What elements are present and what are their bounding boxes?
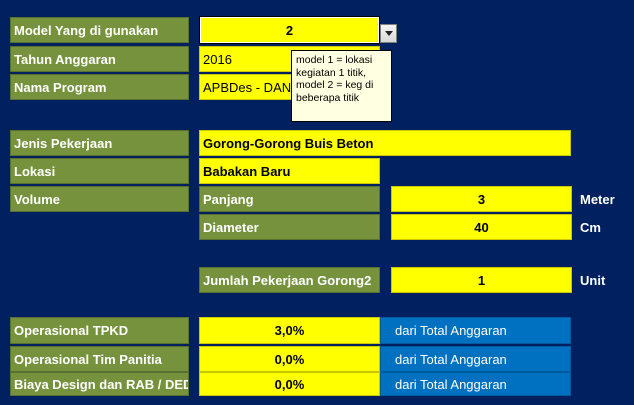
op-panitia-label: Operasional Tim Panitia — [10, 346, 189, 372]
model-dropdown-button[interactable] — [380, 24, 397, 43]
jumlah-field[interactable]: 1 — [391, 267, 572, 293]
model-tooltip: model 1 = lokasi kegiatan 1 titik, model… — [291, 50, 392, 122]
op-tpkd-label: Operasional TPKD — [10, 317, 189, 344]
tahun-label: Tahun Anggaran — [10, 46, 189, 72]
tooltip-line: kegiatan 1 titik, — [296, 66, 367, 79]
panjang-field[interactable]: 3 — [391, 186, 572, 212]
program-label: Nama Program — [10, 74, 189, 100]
lokasi-field[interactable]: Babakan Baru — [199, 158, 380, 184]
jumlah-unit: Unit — [580, 272, 606, 288]
lokasi-label: Lokasi — [10, 158, 189, 184]
panjang-label: Panjang — [199, 186, 380, 212]
tooltip-line: model 2 = keg di — [296, 79, 374, 92]
diameter-unit: Cm — [580, 219, 601, 235]
diameter-field[interactable]: 40 — [391, 214, 572, 240]
tooltip-line: model 1 = lokasi — [296, 54, 373, 66]
biaya-note: dari Total Anggaran — [380, 372, 571, 396]
biaya-field[interactable]: 0,0% — [199, 372, 380, 396]
op-tpkd-field[interactable]: 3,0% — [199, 317, 380, 344]
jumlah-label: Jumlah Pekerjaan Gorong2 — [199, 267, 380, 293]
diameter-label: Diameter — [199, 214, 380, 240]
op-panitia-field[interactable]: 0,0% — [199, 346, 380, 372]
jenis-label: Jenis Pekerjaan — [10, 130, 189, 156]
model-select[interactable]: 2 — [199, 16, 380, 44]
tooltip-line: beberapa titik — [296, 91, 360, 104]
op-tpkd-note: dari Total Anggaran — [380, 317, 571, 344]
op-panitia-note: dari Total Anggaran — [380, 346, 571, 372]
chevron-down-icon — [384, 31, 393, 36]
jenis-field[interactable]: Gorong-Gorong Buis Beton — [199, 130, 571, 156]
model-label: Model Yang di gunakan — [10, 17, 189, 43]
biaya-label: Biaya Design dan RAB / DED — [10, 372, 189, 396]
panjang-unit: Meter — [580, 191, 615, 207]
volume-label: Volume — [10, 186, 189, 212]
